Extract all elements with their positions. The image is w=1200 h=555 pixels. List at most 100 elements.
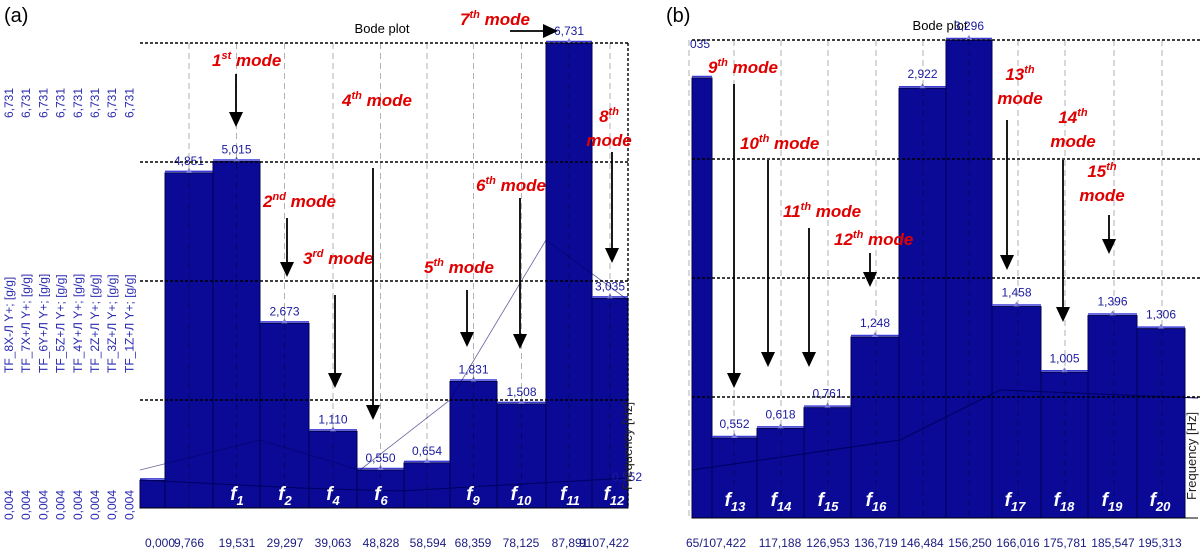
y-bottom-value-a-5: 0,004 [88,490,102,520]
y-label-a-6: TF_3Z+Л Y+; [g/g] [105,274,119,373]
mode-label-15: 15th mode [1079,161,1124,205]
mode-arrow-9-head [727,373,741,388]
y-bottom-value-a-3: 0,004 [54,490,68,520]
x-tick-a-10: 9107,422 [579,536,629,550]
f-label-a-1: f2 [278,484,292,508]
x-tick-a-8: 78,125 [503,536,540,550]
y-label-a-4: TF_4Y+Л Y+; [g/g] [71,274,85,373]
mode-arrow-6-head [513,334,527,349]
y-label-a-5: TF_2Z+Л Y+; [g/g] [88,274,102,373]
x-tick-b-6: 166,016 [996,536,1040,550]
mode-label-9: 9th mode [708,57,778,77]
y-label-a-0: TF_8X-Л Y+; [g/g] [2,277,16,373]
bar-b-4 [850,336,900,519]
value-label-b-5: 2,922 [907,67,937,81]
x-tick-b-7: 175,781 [1043,536,1087,550]
panel-label-b: (b) [666,5,690,27]
value-label-b-8: 1,005 [1049,351,1079,365]
x-tick-a-9: 87,891 [552,536,589,550]
value-label-a-4: 1,110 [318,412,347,426]
f-label-a-3: f6 [374,484,388,508]
f-label-b-3: f16 [866,490,888,514]
bar-b-7 [991,306,1042,519]
mode-arrow-11-head [802,352,816,367]
f-label-a-6: f11 [560,484,580,508]
x-tick-b-2: 126,953 [806,536,850,550]
mode-label-3: 3rd mode [303,248,374,268]
f-label-a-4: f9 [466,484,480,508]
y-bottom-value-a-7: 0,004 [122,490,136,520]
x-tick-a-6: 58,594 [410,536,447,550]
value-marker-b-2 [777,423,784,429]
f-label-b-4: f17 [1005,490,1027,514]
y-label-a-1: TF_7X+Л Y+; [g/g] [19,274,33,373]
x-axis-label-b: Frequency [Hz] [1184,412,1199,500]
x-tick-a-5: 48,828 [363,536,400,550]
x-tick-a-7: 68,359 [455,536,492,550]
mode-label-2: 2nd mode [262,191,336,211]
value-label-b-4: 1,248 [860,316,890,330]
trace-line-a-1 [139,477,629,492]
value-marker-b-4 [872,332,878,338]
value-label-a-3: 2,673 [269,304,299,318]
value-label-a-extra: 0,552 [612,470,642,484]
y-top-value-a-1: 6,731 [19,88,33,118]
value-marker-a-7 [470,376,477,382]
mode-label-8: 8th mode [586,106,631,150]
x-axis-label-a: Frequency [Hz] [620,402,635,490]
bar-a-0 [139,479,166,509]
value-label-a-6: 0,654 [412,444,442,458]
value-marker-a-1 [186,167,192,173]
mode-arrow-7-head [543,24,558,38]
value-marker-a-2 [233,156,240,162]
y-top-value-a-6: 6,731 [105,88,119,118]
x-tick-b-3: 136,719 [854,536,898,550]
y-top-value-a-3: 6,731 [54,88,68,118]
value-marker-b-8 [1061,367,1068,373]
f-label-b-7: f20 [1150,490,1172,514]
value-label-b-6: 3,296 [954,19,984,33]
x-tick-b-8: 185,547 [1091,536,1135,550]
f-label-a-7: f12 [604,484,626,508]
trace-line-b-1 [691,389,1199,471]
mode-label-5: 5th mode [424,257,494,277]
value-label-b-3: 0,761 [812,387,842,401]
x-tick-b-4: 146,484 [900,536,944,550]
y-top-value-a-7: 6,731 [122,88,136,118]
panel-a: (a)Bode plot4,8515,0152,6731,1100,5500,6… [2,5,642,550]
mode-label-6: 6th mode [476,175,546,195]
mode-arrow-1-head [229,112,243,127]
value-label-b-10: 1,306 [1146,308,1176,322]
y-bottom-value-a-2: 0,004 [36,490,50,520]
bar-b-9 [1087,315,1138,519]
mode-arrow-10-head [761,352,775,367]
value-label-b-7: 1,458 [1001,286,1031,300]
bar-b-0 [691,77,713,519]
value-marker-b-3 [824,402,831,408]
f-label-b-0: f13 [725,490,747,514]
bar-b-2 [756,427,805,519]
f-label-b-2: f15 [818,490,840,514]
f-label-a-0: f1 [230,484,244,508]
value-marker-a-6 [424,457,430,463]
y-top-value-a-2: 6,731 [36,88,50,118]
x-tick-a-4: 39,063 [315,536,352,550]
mode-label-1: 1st mode [212,50,281,70]
value-marker-b-9 [1109,310,1116,316]
x-tick-b-1: 117,188 [759,536,802,550]
mode-label-11: 11th mode [783,201,861,221]
mode-arrow-14-head [1056,307,1070,322]
panel-b: (b) Bode plot 035 0,552 0,618 0,761 1,248 2,922… [666,5,1200,550]
value-label-b-1: 0,552 [719,417,749,431]
x-tick-a-0: 0,000 [145,536,175,550]
x-tick-b-0: 65/107,422 [686,536,746,550]
y-top-value-a-0: 6,731 [2,88,16,118]
value-marker-a-8 [518,398,525,404]
y-label-a-7: TF_1Z+Л Y+; [g/g] [122,274,136,373]
y-label-a-2: TF_6Y+Л Y+; [g/g] [36,274,50,373]
f-label-b-5: f18 [1054,490,1076,514]
value-label-a-8: 1,508 [506,385,536,399]
f-label-b-6: f19 [1102,490,1124,514]
mode-label-10: 10th mode [740,133,819,153]
